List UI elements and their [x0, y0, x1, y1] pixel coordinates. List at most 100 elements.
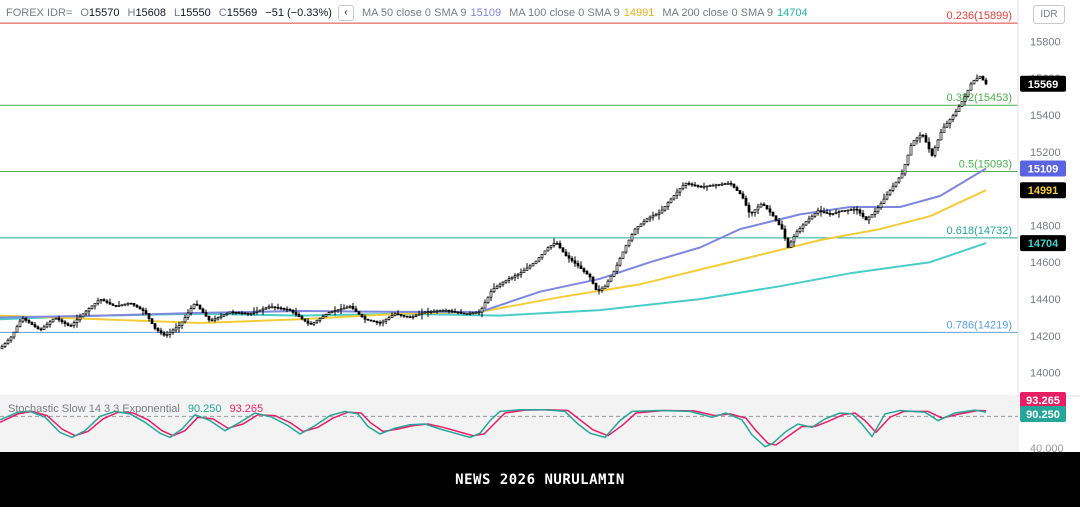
candle-body: [18, 320, 22, 327]
candle-body: [756, 206, 760, 211]
candle-body: [618, 258, 622, 266]
candle-body: [441, 309, 445, 312]
candle-body: [282, 308, 286, 310]
candle-body: [327, 312, 331, 315]
stochastic-label[interactable]: Stochastic Slow 14 3 3 Exponential: [8, 403, 180, 415]
candle-body: [621, 251, 625, 259]
candle-body: [522, 269, 526, 273]
candle-body: [924, 135, 928, 143]
ma200-label[interactable]: MA 200 close 0 SMA 9: [662, 7, 774, 19]
candle-body: [669, 198, 673, 204]
candle-body: [837, 211, 841, 213]
candle-body: [579, 265, 583, 270]
candle-body: [501, 281, 505, 285]
fib-level-label: 0.786(14219): [947, 319, 1012, 331]
candle-body: [465, 313, 469, 315]
candle-body: [966, 89, 970, 97]
moving-averages: [0, 167, 987, 324]
candle-body: [705, 185, 709, 188]
candle-body: [78, 316, 82, 321]
candle-body: [81, 313, 85, 318]
candle-body: [537, 257, 541, 262]
candle-body: [177, 325, 181, 329]
candle-body: [138, 306, 142, 310]
candle-body: [183, 317, 187, 323]
ma100-label[interactable]: MA 100 close 0 SMA 9: [509, 7, 620, 19]
candle-body: [381, 320, 385, 324]
candle-body: [936, 139, 940, 149]
candle-body: [339, 308, 343, 311]
candle-body: [675, 191, 679, 196]
price-badge-bg: [1020, 75, 1066, 92]
ma50-label[interactable]: MA 50 close 0 SMA 9: [361, 7, 467, 19]
price-tick-label: 15200: [1030, 147, 1061, 159]
candle-body: [420, 312, 424, 315]
candle-body: [336, 309, 340, 312]
candle-body: [165, 334, 169, 336]
candle-body: [366, 318, 370, 321]
candle-body: [51, 318, 55, 323]
candle-body: [87, 308, 91, 312]
candle-body: [432, 310, 436, 313]
candle-body: [261, 308, 265, 311]
candle-body: [372, 320, 376, 323]
candlestick-series[interactable]: [0, 74, 988, 350]
stochastic-k-badge-bg: [1020, 406, 1066, 422]
candle-body: [450, 310, 454, 313]
candle-body: [723, 183, 727, 186]
candle-body: [807, 218, 811, 223]
candle-body: [735, 187, 739, 191]
candle-body: [45, 323, 49, 328]
candle-body: [489, 291, 493, 298]
candle-body: [798, 228, 802, 233]
symbol-name[interactable]: FOREX IDR=: [6, 7, 73, 19]
price-badge-bg: [1020, 182, 1066, 199]
candle-body: [867, 216, 871, 221]
candle-body: [876, 207, 880, 212]
candle-body: [906, 154, 910, 165]
candle-body: [330, 311, 334, 313]
candle-body: [39, 328, 43, 331]
candle-body: [540, 253, 544, 259]
candle-body: [291, 309, 295, 313]
candle-body: [753, 209, 757, 213]
candle-body: [171, 329, 175, 333]
candle-body: [762, 203, 766, 206]
candle-body: [153, 323, 157, 329]
currency-button[interactable]: IDR: [1033, 5, 1065, 24]
candle-body: [609, 275, 613, 282]
candle-body: [72, 322, 76, 326]
candle-body: [921, 134, 925, 137]
candle-body: [204, 312, 208, 317]
candle-body: [909, 145, 913, 156]
price-badge: 15109: [1028, 164, 1059, 176]
candle-body: [933, 147, 937, 156]
candle-body: [318, 318, 322, 321]
candle-body: [855, 208, 859, 211]
candle-body: [168, 331, 172, 335]
candle-body: [12, 331, 16, 338]
candle-body: [453, 311, 457, 313]
candle-body: [615, 264, 619, 272]
candle-body: [276, 306, 280, 309]
candle-body: [591, 276, 595, 284]
fibonacci-levels[interactable]: 0.236(15899) 0.382(15453) 0.5(15093) 0.618(…: [0, 10, 1018, 333]
ma100-value: 14991: [623, 7, 655, 19]
candle-body: [972, 80, 976, 85]
candle-body: [606, 280, 610, 287]
candle-body: [813, 213, 817, 217]
candle-body: [750, 211, 754, 214]
footer-banner: NEWS 2026 NURULAMIN: [0, 452, 1080, 507]
candle-body: [639, 223, 643, 227]
candle-body: [216, 317, 220, 320]
candle-body: [897, 177, 901, 183]
price-axis[interactable]: 1400014200144001460014800150001520015400…: [0, 0, 1080, 452]
collapse-legend-icon[interactable]: ‹: [337, 5, 354, 21]
candle-body: [678, 188, 682, 193]
candle-body: [960, 101, 964, 107]
candle-body: [294, 311, 298, 315]
candle-body: [60, 319, 64, 323]
candle-body: [264, 307, 268, 310]
candle-body: [720, 183, 724, 186]
